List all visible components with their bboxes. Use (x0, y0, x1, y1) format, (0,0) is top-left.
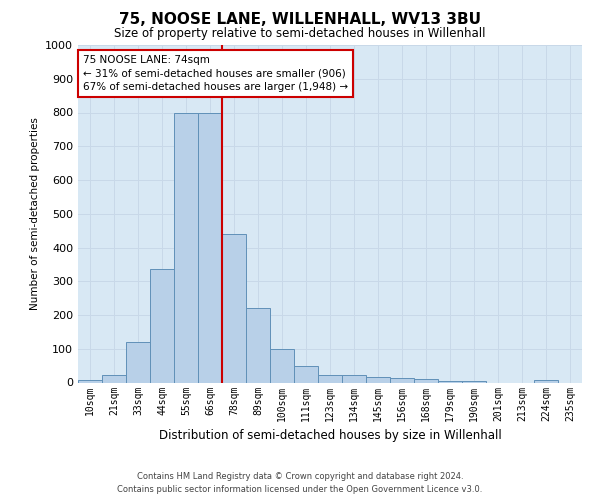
Bar (342, 375, 366, 382)
Bar (318, 375, 342, 382)
Bar (102, 375, 126, 382)
Text: 75, NOOSE LANE, WILLENHALL, WV13 3BU: 75, NOOSE LANE, WILLENHALL, WV13 3BU (119, 12, 481, 28)
Text: 75 NOOSE LANE: 74sqm
← 31% of semi-detached houses are smaller (906)
67% of semi: 75 NOOSE LANE: 74sqm ← 31% of semi-detac… (83, 55, 348, 92)
Bar (534, 380, 558, 382)
Text: Contains HM Land Registry data © Crown copyright and database right 2024.
Contai: Contains HM Land Registry data © Crown c… (118, 472, 482, 494)
Y-axis label: Number of semi-detached properties: Number of semi-detached properties (29, 118, 40, 310)
X-axis label: Distribution of semi-detached houses by size in Willenhall: Distribution of semi-detached houses by … (158, 429, 502, 442)
Bar (390, 378, 414, 382)
Bar (462, 381, 486, 382)
Bar (294, 366, 318, 382)
Bar (126, 342, 150, 382)
Bar (438, 381, 462, 382)
Bar (150, 270, 174, 382)
Text: Size of property relative to semi-detached houses in Willenhall: Size of property relative to semi-detach… (114, 28, 486, 40)
Bar (198, 112, 222, 382)
Bar (78, 380, 102, 382)
Bar (246, 308, 270, 382)
Bar (366, 378, 390, 382)
Bar (414, 379, 438, 382)
Bar (174, 112, 198, 382)
Bar (222, 234, 246, 382)
Bar (270, 349, 294, 382)
